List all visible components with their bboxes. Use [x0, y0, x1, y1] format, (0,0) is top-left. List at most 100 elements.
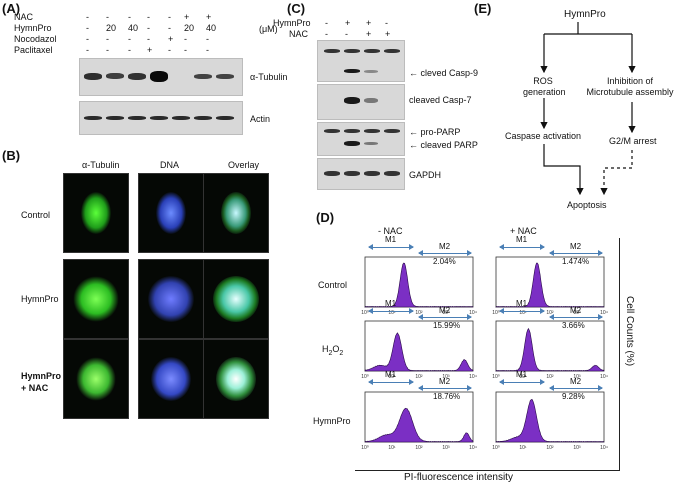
micrograph	[63, 259, 129, 339]
panel-d-x-axis-line	[355, 470, 620, 471]
x-tick-label: 10²	[415, 310, 423, 316]
parp-blot	[317, 122, 405, 156]
x-tick-label: 10⁰	[361, 374, 369, 380]
micrograph	[203, 173, 269, 253]
panel-c-row-label: HymnPro	[273, 18, 311, 28]
cell-image	[76, 357, 116, 401]
cell-image	[151, 357, 191, 401]
arrow-head	[368, 379, 373, 385]
m2-label: M2	[439, 242, 451, 251]
x-tick-label: 10⁰	[492, 310, 500, 316]
actin-band	[150, 116, 168, 120]
panel-d-row-h2o2: H2O2	[322, 344, 344, 357]
x-tick-label: 10³	[442, 445, 450, 451]
actin-band	[128, 116, 146, 120]
cleaved-parp-label: ← cleaved PARP	[409, 140, 478, 150]
flow-histogram: M1 M2 9.28% 10⁰ 10¹ 10² 10³ 10⁴	[492, 370, 608, 451]
panel-a-cell: -	[86, 34, 89, 44]
m1-label: M1	[516, 299, 528, 308]
m2-gate-arrow	[418, 385, 472, 391]
panel-a-cell: -	[168, 23, 171, 33]
m2-percent: 1.474%	[562, 257, 590, 266]
m2-percent: 2.04%	[433, 257, 456, 266]
m2-label: M2	[570, 242, 582, 251]
panel-c-cell: -	[325, 18, 328, 28]
arrow-head	[499, 244, 504, 250]
arrow-head	[540, 379, 545, 385]
arrow-head	[540, 308, 545, 314]
micrograph	[63, 173, 129, 253]
histogram-frame	[364, 320, 474, 372]
pathway-caspase: Caspase activation	[505, 131, 582, 141]
x-tick-label: 10⁴	[469, 374, 477, 380]
m2-gate-arrow	[549, 314, 603, 320]
panel-b-col-tubulin: α-Tubulin	[82, 160, 120, 170]
panel-c-cell: -	[345, 29, 348, 39]
pathway-g2m: G2/M arrest	[609, 136, 657, 146]
micrograph	[203, 339, 269, 419]
x-tick-label: 10⁰	[361, 310, 369, 316]
panel-a-letter: (A)	[2, 1, 21, 16]
panel-d-header-plus-nac: + NAC	[510, 226, 537, 236]
cell-image	[81, 192, 111, 234]
histogram-frame	[495, 391, 605, 443]
x-tick-label: 10¹	[388, 374, 396, 380]
tubulin-band	[216, 73, 234, 79]
arrow-head	[418, 385, 423, 391]
arrow-head	[409, 379, 414, 385]
x-tick-label: 10⁰	[361, 445, 369, 451]
m1-label: M1	[385, 370, 397, 379]
x-tick-label: 10⁴	[469, 445, 477, 451]
x-tick-label: 10³	[442, 310, 450, 316]
panel-a-cell: 40	[128, 23, 139, 33]
x-tick-label: 10²	[546, 310, 554, 316]
panel-d-header-minus-nac: - NAC	[378, 226, 403, 236]
actin-band	[172, 116, 190, 120]
m1-label: M1	[385, 299, 397, 308]
histogram-plot: 10⁰ 10¹ 10² 10³ 10⁴	[492, 391, 608, 451]
x-tick-label: 10¹	[519, 374, 527, 380]
arrow-head	[467, 314, 472, 320]
panel-a-cell: +	[147, 45, 153, 55]
panel-d-row-hymnpro: HymnPro	[313, 416, 351, 426]
cell-image	[213, 276, 259, 322]
x-tick-label: 10⁴	[600, 445, 608, 451]
histogram-plot: 10⁰ 10¹ 10² 10³ 10⁴	[492, 320, 608, 380]
arrow-head	[549, 250, 554, 256]
actin-band	[194, 116, 212, 120]
panel-b-row-hymnpro-nac: HymnPro + NAC	[21, 371, 62, 393]
panel-a-cell: -	[128, 12, 131, 22]
flow-histogram: M1 M2 18.76% 10⁰ 10¹ 10² 10³ 10⁴	[361, 370, 477, 451]
panel-a-cell: -	[147, 12, 150, 22]
panel-a-unit: (μM)	[259, 24, 278, 34]
actin-blot-label: Actin	[250, 114, 271, 124]
panel-d-row-control: Control	[318, 280, 348, 290]
arrow-head	[467, 385, 472, 391]
m1-gate-arrow	[499, 379, 545, 385]
x-tick-label: 10⁴	[600, 374, 608, 380]
tubulin-band	[150, 70, 168, 82]
arrow-head	[598, 314, 603, 320]
panel-c-letter: (C)	[287, 1, 306, 16]
histogram-plot: 10⁰ 10¹ 10² 10³ 10⁴	[361, 256, 477, 316]
panel-a-cell: -	[168, 45, 171, 55]
histogram-area	[364, 332, 474, 372]
histogram-area	[495, 262, 605, 308]
arrow-head	[409, 244, 414, 250]
histogram-area	[364, 262, 474, 308]
panel-d-y-title: Cell Counts (%)	[624, 296, 635, 367]
panel-c-cell: +	[345, 18, 351, 28]
panel-a-cell: -	[86, 23, 89, 33]
panel-a-cell: -	[106, 12, 109, 22]
m1-label: M1	[516, 235, 528, 244]
panel-c-cell: -	[385, 18, 388, 28]
panel-b-col-overlay: Overlay	[228, 160, 260, 170]
panel-c-cell: -	[325, 29, 328, 39]
pathway-hymnpro: HymnPro	[564, 9, 606, 20]
micrograph	[203, 259, 269, 339]
panel-c-cell: +	[366, 29, 372, 39]
m2-gate-arrow	[549, 250, 603, 256]
casp7-blot	[317, 84, 405, 120]
panel-b-row-hymnpro: HymnPro	[21, 294, 59, 304]
m1-gate-arrow	[368, 244, 414, 250]
